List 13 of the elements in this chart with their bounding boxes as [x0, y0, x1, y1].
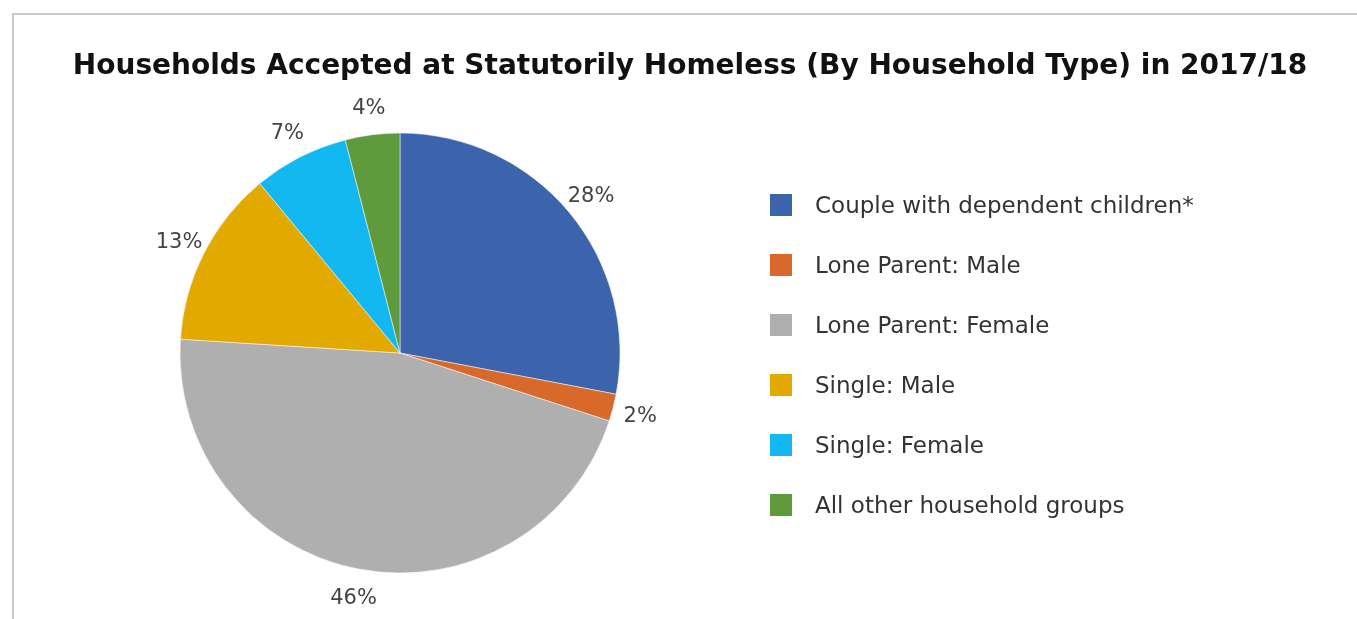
legend-label: All other household groups: [815, 492, 1125, 519]
data-label: 46%: [330, 584, 377, 609]
data-label: 13%: [155, 228, 203, 253]
legend-label: Single: Male: [815, 372, 956, 399]
chart-title: Households Accepted at Statutorily Homeless (By Household Type) in 2017/18: [72, 48, 1308, 81]
legend-label: Lone Parent: Male: [815, 252, 1021, 279]
legend-label: Lone Parent: Female: [815, 312, 1050, 339]
data-label: 4%: [352, 95, 386, 120]
legend-label: Single: Female: [815, 432, 984, 459]
data-label: 2%: [623, 403, 657, 428]
legend-label: Couple with dependent children*: [815, 192, 1194, 219]
data-label: 28%: [567, 183, 615, 208]
data-label: 7%: [270, 120, 305, 145]
